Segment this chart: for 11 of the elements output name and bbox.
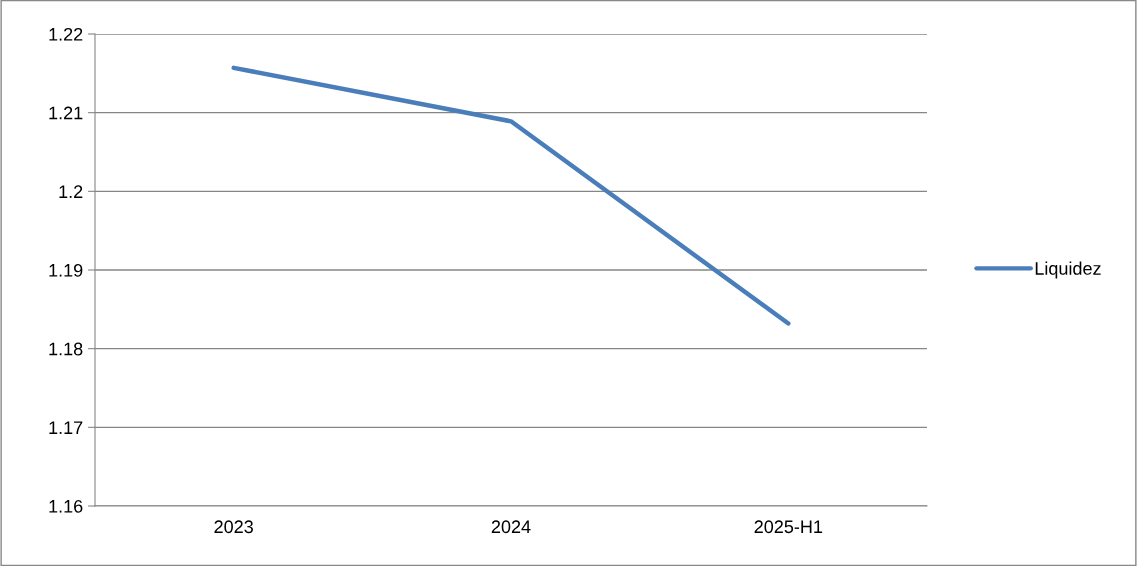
y-tick-label: 1.19 [49, 263, 83, 277]
y-tick-label: 1.21 [49, 106, 83, 120]
x-tick-label: 2024 [491, 520, 531, 534]
y-tick-label: 1.16 [49, 499, 83, 513]
y-tick-label: 1.22 [49, 27, 83, 41]
y-tick-label: 1.18 [49, 342, 83, 356]
x-tick-label: 2023 [214, 520, 253, 534]
legend-label: Liquidez [1035, 261, 1101, 279]
y-tick-label: 1.2 [59, 185, 83, 198]
x-tick-label: 2025-H1 [754, 520, 823, 534]
y-tick-label: 1.17 [49, 421, 83, 434]
